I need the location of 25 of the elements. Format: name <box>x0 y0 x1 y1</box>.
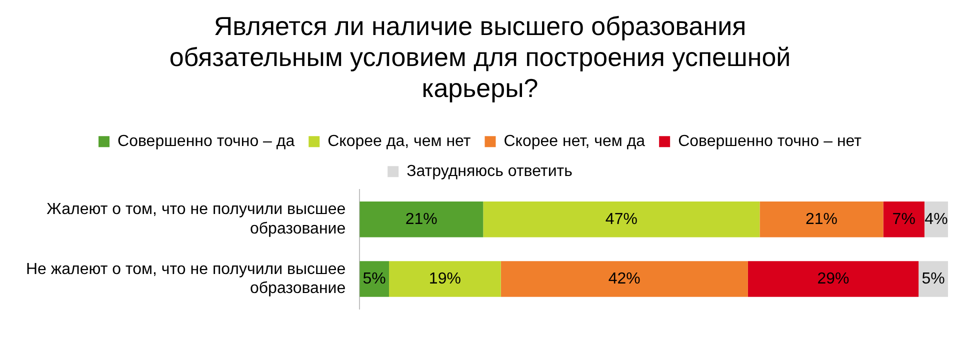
y-tick-label: Не жалеют о том, что не получили высшее образование <box>26 260 346 298</box>
legend-label: Совершенно точно – нет <box>678 133 862 150</box>
bar <box>500 261 748 297</box>
data-label: 19% <box>428 270 461 288</box>
data-label: 4% <box>924 210 948 228</box>
y-tick-label: Жалеют о том, что не получили высшее образование <box>46 201 346 238</box>
legend-label: Затрудняюсь ответить <box>406 163 572 180</box>
bar <box>748 261 919 297</box>
data-label: 5% <box>362 270 386 288</box>
legend-label: Совершенно точно – да <box>118 133 295 150</box>
data-label: 47% <box>605 210 638 228</box>
data-label: 21% <box>805 210 838 228</box>
legend-label: Скорее нет, чем да <box>504 133 646 150</box>
data-label: 29% <box>817 270 850 288</box>
data-label: 42% <box>608 270 640 288</box>
data-label: 21% <box>405 210 438 228</box>
bar <box>883 202 924 238</box>
bar <box>760 202 884 238</box>
bar <box>360 202 484 238</box>
legend-label: Скорее да, чем нет <box>328 133 472 150</box>
data-label: 7% <box>892 210 916 228</box>
bar <box>483 202 760 238</box>
chart-title: Является ли наличие высшего образования обязательным условием для построения успешной карьеры? <box>169 10 791 104</box>
bar <box>389 261 501 297</box>
data-label: 5% <box>922 270 945 288</box>
